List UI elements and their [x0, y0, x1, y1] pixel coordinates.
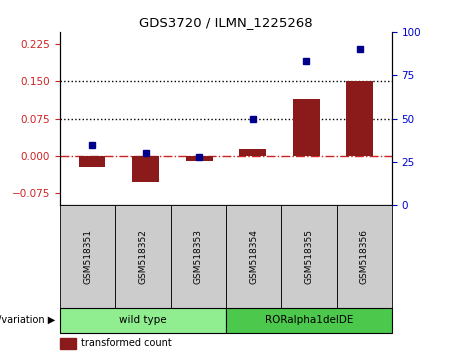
Text: wild type: wild type: [119, 315, 167, 325]
Bar: [132, 156, 159, 182]
Text: GSM518355: GSM518355: [304, 229, 313, 284]
Bar: [346, 81, 373, 156]
Text: GSM518353: GSM518353: [194, 229, 203, 284]
Text: RORalpha1delDE: RORalpha1delDE: [265, 315, 353, 325]
Bar: [239, 149, 266, 156]
Bar: [186, 156, 213, 161]
Text: transformed count: transformed count: [81, 338, 171, 348]
Bar: [79, 156, 106, 167]
Text: GSM518356: GSM518356: [360, 229, 369, 284]
Text: genotype/variation ▶: genotype/variation ▶: [0, 315, 55, 325]
Title: GDS3720 / ILMN_1225268: GDS3720 / ILMN_1225268: [139, 16, 313, 29]
Text: GSM518351: GSM518351: [83, 229, 92, 284]
Bar: [293, 99, 319, 156]
Text: GSM518352: GSM518352: [138, 229, 148, 284]
Text: GSM518354: GSM518354: [249, 229, 258, 284]
